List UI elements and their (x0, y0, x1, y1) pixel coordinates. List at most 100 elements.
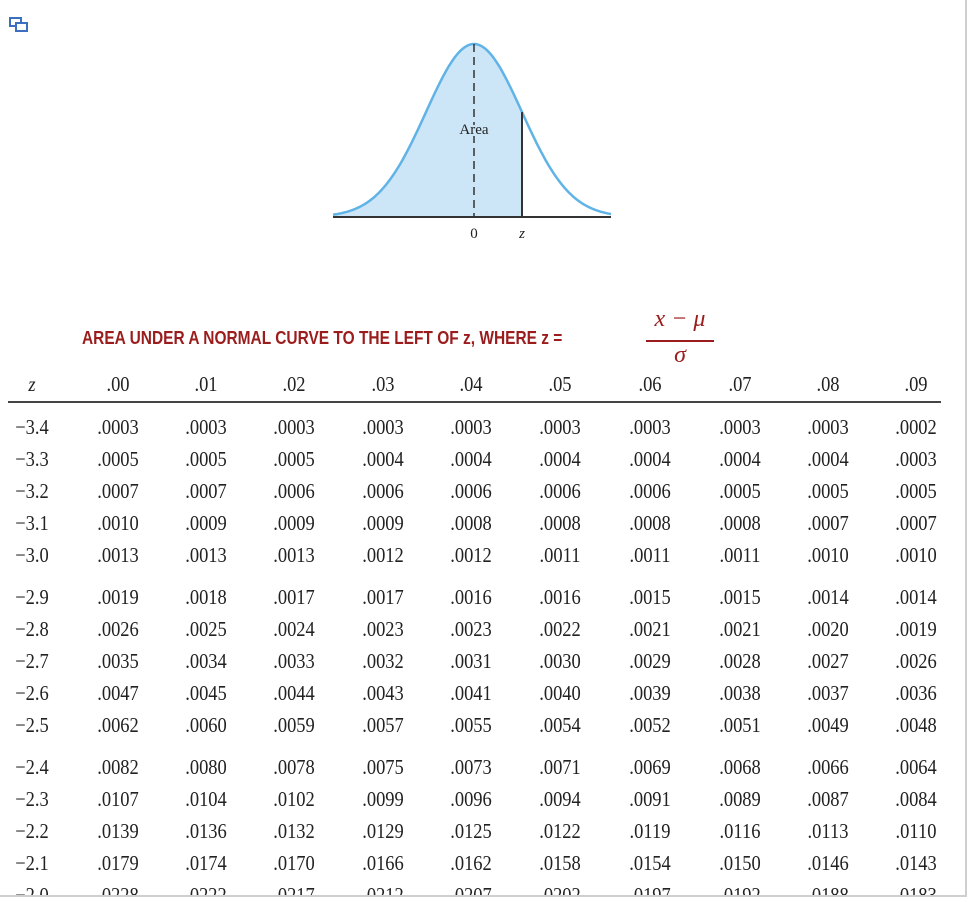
value-cell: .0146 (807, 851, 849, 875)
value-cell: .0188 (807, 883, 849, 897)
value-cell: .0003 (273, 415, 315, 439)
z-cell: −2.9 (15, 585, 49, 609)
header-cell: .04 (459, 372, 483, 396)
value-cell: .0003 (97, 415, 139, 439)
value-cell: .0003 (807, 415, 849, 439)
value-cell: .0158 (539, 851, 581, 875)
header-cell: .05 (548, 372, 572, 396)
value-cell: .0004 (450, 447, 492, 471)
value-cell: .0014 (895, 585, 937, 609)
value-cell: .0004 (629, 447, 671, 471)
header-cell: .06 (638, 372, 662, 396)
value-cell: .0136 (185, 819, 227, 843)
value-cell: .0062 (97, 713, 139, 737)
value-cell: .0003 (629, 415, 671, 439)
value-cell: .0073 (450, 755, 492, 779)
z-cell: −2.0 (15, 883, 49, 897)
header-cell: .08 (816, 372, 840, 396)
z-cell: −3.4 (15, 415, 49, 439)
value-cell: .0107 (97, 787, 139, 811)
value-cell: .0006 (629, 479, 671, 503)
value-cell: .0008 (450, 511, 492, 535)
value-cell: .0217 (273, 883, 315, 897)
value-cell: .0013 (185, 543, 227, 567)
value-cell: .0008 (539, 511, 581, 535)
value-cell: .0016 (539, 585, 581, 609)
value-cell: .0012 (362, 543, 404, 567)
value-cell: .0089 (719, 787, 761, 811)
value-cell: .0039 (629, 681, 671, 705)
value-cell: .0183 (895, 883, 937, 897)
value-cell: .0025 (185, 617, 227, 641)
formula-denominator: σ (674, 342, 686, 368)
value-cell: .0110 (895, 819, 937, 843)
value-cell: .0012 (450, 543, 492, 567)
header-cell: .07 (728, 372, 752, 396)
value-cell: .0019 (895, 617, 937, 641)
z-cell: −2.6 (15, 681, 49, 705)
value-cell: .0066 (807, 755, 849, 779)
value-cell: .0009 (185, 511, 227, 535)
value-cell: .0179 (97, 851, 139, 875)
value-cell: .0197 (629, 883, 671, 897)
header-cell: .00 (106, 372, 130, 396)
value-cell: .0057 (362, 713, 404, 737)
value-cell: .0166 (362, 851, 404, 875)
value-cell: .0055 (450, 713, 492, 737)
value-cell: .0045 (185, 681, 227, 705)
value-cell: .0028 (719, 649, 761, 673)
value-cell: .0037 (807, 681, 849, 705)
value-cell: .0003 (450, 415, 492, 439)
value-cell: .0006 (539, 479, 581, 503)
value-cell: .0003 (895, 447, 937, 471)
value-cell: .0059 (273, 713, 315, 737)
value-cell: .0064 (895, 755, 937, 779)
value-cell: .0096 (450, 787, 492, 811)
value-cell: .0005 (273, 447, 315, 471)
area-label: Area (459, 122, 488, 138)
value-cell: .0015 (629, 585, 671, 609)
value-cell: .0094 (539, 787, 581, 811)
value-cell: .0007 (895, 511, 937, 535)
value-cell: .0020 (807, 617, 849, 641)
value-cell: .0104 (185, 787, 227, 811)
value-cell: .0023 (362, 617, 404, 641)
value-cell: .0004 (362, 447, 404, 471)
header-cell: .09 (904, 372, 928, 396)
value-cell: .0170 (273, 851, 315, 875)
value-cell: .0005 (97, 447, 139, 471)
value-cell: .0003 (185, 415, 227, 439)
value-cell: .0006 (450, 479, 492, 503)
value-cell: .0080 (185, 755, 227, 779)
value-cell: .0010 (807, 543, 849, 567)
value-cell: .0006 (362, 479, 404, 503)
value-cell: .0041 (450, 681, 492, 705)
value-cell: .0008 (629, 511, 671, 535)
value-cell: .0036 (895, 681, 937, 705)
value-cell: .0021 (719, 617, 761, 641)
value-cell: .0031 (450, 649, 492, 673)
value-cell: .0132 (273, 819, 315, 843)
value-cell: .0004 (539, 447, 581, 471)
value-cell: .0008 (719, 511, 761, 535)
value-cell: .0011 (719, 543, 761, 567)
value-cell: .0026 (895, 649, 937, 673)
z-cell: −2.4 (15, 755, 49, 779)
curve (332, 42, 612, 216)
header-cell: .02 (282, 372, 306, 396)
value-cell: .0017 (362, 585, 404, 609)
value-cell: .0162 (450, 851, 492, 875)
value-cell: .0002 (895, 415, 937, 439)
value-cell: .0013 (273, 543, 315, 567)
value-cell: .0060 (185, 713, 227, 737)
value-cell: .0009 (362, 511, 404, 535)
header-cell: .03 (371, 372, 395, 396)
value-cell: .0084 (895, 787, 937, 811)
value-cell: .0034 (185, 649, 227, 673)
value-cell: .0017 (273, 585, 315, 609)
window-icon[interactable] (9, 17, 29, 35)
value-cell: .0032 (362, 649, 404, 673)
value-cell: .0051 (719, 713, 761, 737)
value-cell: .0122 (539, 819, 581, 843)
value-cell: .0143 (895, 851, 937, 875)
